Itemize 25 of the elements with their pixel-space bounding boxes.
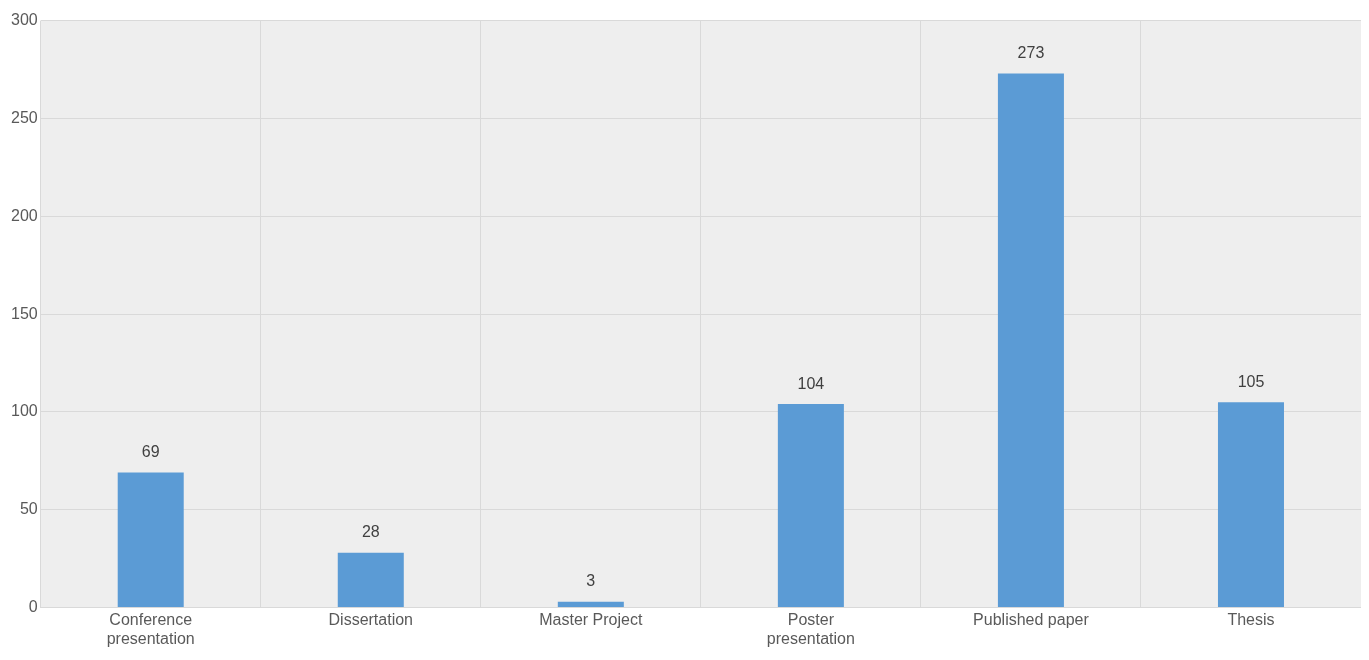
bar <box>997 73 1064 608</box>
data-label: 105 <box>1237 372 1265 390</box>
y-tick-label: 0 <box>28 598 38 616</box>
y-tick-label: 200 <box>10 206 38 224</box>
x-tick-label: Thesis <box>1227 610 1275 628</box>
y-tick-label: 50 <box>19 500 38 518</box>
bar <box>557 601 624 608</box>
y-tick-label: 250 <box>10 108 38 126</box>
bar <box>777 404 844 608</box>
x-tick-label: Dissertation <box>328 610 414 628</box>
x-tick-label: Published paper <box>973 610 1090 628</box>
data-label: 28 <box>361 523 380 541</box>
data-label: 104 <box>797 374 825 392</box>
bar <box>117 472 184 608</box>
data-label: 69 <box>141 443 160 460</box>
x-tick-label: Poster presentation <box>766 610 855 647</box>
y-tick-label: 100 <box>10 402 38 420</box>
y-tick-label: 150 <box>10 304 38 322</box>
data-label: 3 <box>586 572 596 590</box>
bar <box>337 552 404 608</box>
x-tick-label: Conference presentation <box>106 610 195 647</box>
x-tick-label: Master Project <box>539 610 643 628</box>
bar <box>1217 402 1284 608</box>
data-label: 273 <box>1017 43 1045 61</box>
y-tick-label: 300 <box>10 11 38 29</box>
